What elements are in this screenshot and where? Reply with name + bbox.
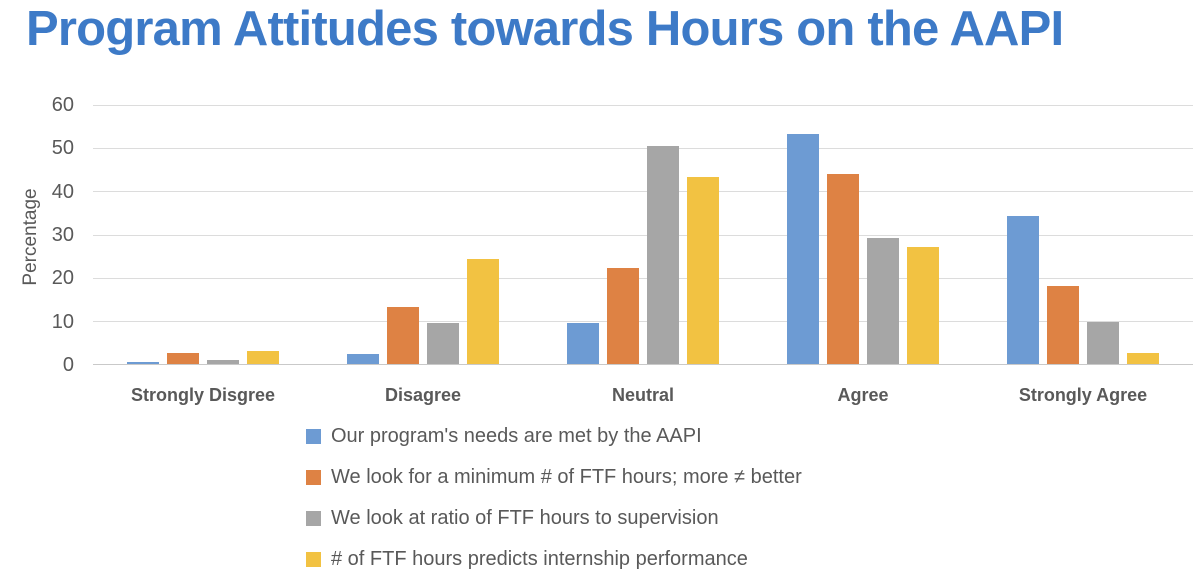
x-label-strongly-disgree: Strongly Disgree [130,385,276,405]
y-tick-label-0: 0 [62,354,74,376]
legend-item-needs-met: Our program's needs are met by the AAPI [306,421,802,451]
plot-area [93,105,1193,365]
y-tick-label-20: 20 [51,267,74,290]
legend-item-ftf-predicts-performance: # of FTF hours predicts internship perfo… [306,544,802,574]
bar-ftf-supervision-ratio-disagree [427,323,459,364]
y-tick-label-40: 40 [51,180,74,203]
y-tick-label-10: 10 [51,310,74,333]
legend-item-ftf-supervision-ratio: We look at ratio of FTF hours to supervi… [306,503,802,533]
legend-label-ftf-predicts-performance: # of FTF hours predicts internship perfo… [331,547,748,570]
x-label-strongly-agree: Strongly Agree [1018,385,1148,405]
bar-groups [93,105,1193,364]
y-tick-label-50: 50 [51,137,74,160]
bar-group-neutral [533,105,753,364]
bar-ftf-supervision-ratio-neutral [647,146,679,364]
legend-label-needs-met: Our program's needs are met by the AAPI [331,424,702,447]
bar-ftf-predicts-performance-agree [907,247,939,364]
legend-swatch-minimum-ftf-hours [306,469,321,485]
legend-swatch-needs-met [306,428,321,444]
legend-label-ftf-supervision-ratio: We look at ratio of FTF hours to supervi… [331,506,719,529]
legend: Our program's needs are met by the AAPI W… [306,421,802,574]
x-axis-category-labels: Strongly Disgree Disagree Neutral Agree Stro… [93,380,1193,410]
legend-label-minimum-ftf-hours: We look for a minimum # of FTF hours; mo… [331,465,802,488]
bar-ftf-predicts-performance-strongly-disgree [247,351,279,364]
bar-minimum-ftf-hours-disagree [387,307,419,364]
gridline-10 [93,320,1193,322]
gridline-40 [93,191,1193,193]
bar-group-strongly-disgree [93,105,313,364]
bar-ftf-supervision-ratio-strongly-disgree [207,359,239,364]
legend-item-minimum-ftf-hours: We look for a minimum # of FTF hours; mo… [306,462,802,492]
gridline-20 [93,277,1193,279]
bar-needs-met-strongly-disgree [127,361,159,364]
gridline-30 [93,234,1193,236]
bar-minimum-ftf-hours-strongly-disgree [167,353,199,364]
gridline-60 [93,105,1193,106]
bar-group-strongly-agree [973,105,1193,364]
bar-ftf-supervision-ratio-agree [867,237,899,364]
x-label-neutral: Neutral [611,385,674,405]
x-label-disagree: Disagree [384,385,462,405]
x-label-agree: Agree [837,385,889,405]
bar-ftf-supervision-ratio-strongly-agree [1087,321,1119,364]
bar-ftf-predicts-performance-neutral [687,177,719,364]
bar-ftf-predicts-performance-strongly-agree [1127,353,1159,364]
chart-title: Program Attitudes towards Hours on the A… [26,2,1064,56]
bar-needs-met-disagree [347,353,379,364]
bar-group-agree [753,105,973,364]
bar-minimum-ftf-hours-strongly-agree [1047,286,1079,364]
y-axis-tick-labels: 0 10 20 30 40 50 60 [0,94,74,376]
bar-needs-met-neutral [567,323,599,364]
gridline-50 [93,148,1193,150]
bar-group-disagree [313,105,533,364]
bar-minimum-ftf-hours-agree [827,174,859,364]
bar-minimum-ftf-hours-neutral [607,268,639,364]
bar-ftf-predicts-performance-disagree [467,259,499,364]
legend-swatch-ftf-supervision-ratio [306,510,321,526]
y-tick-label-60: 60 [51,94,74,116]
y-tick-label-30: 30 [51,224,74,246]
bar-needs-met-agree [787,133,819,364]
legend-swatch-ftf-predicts-performance [306,551,321,567]
bar-needs-met-strongly-agree [1007,215,1039,364]
